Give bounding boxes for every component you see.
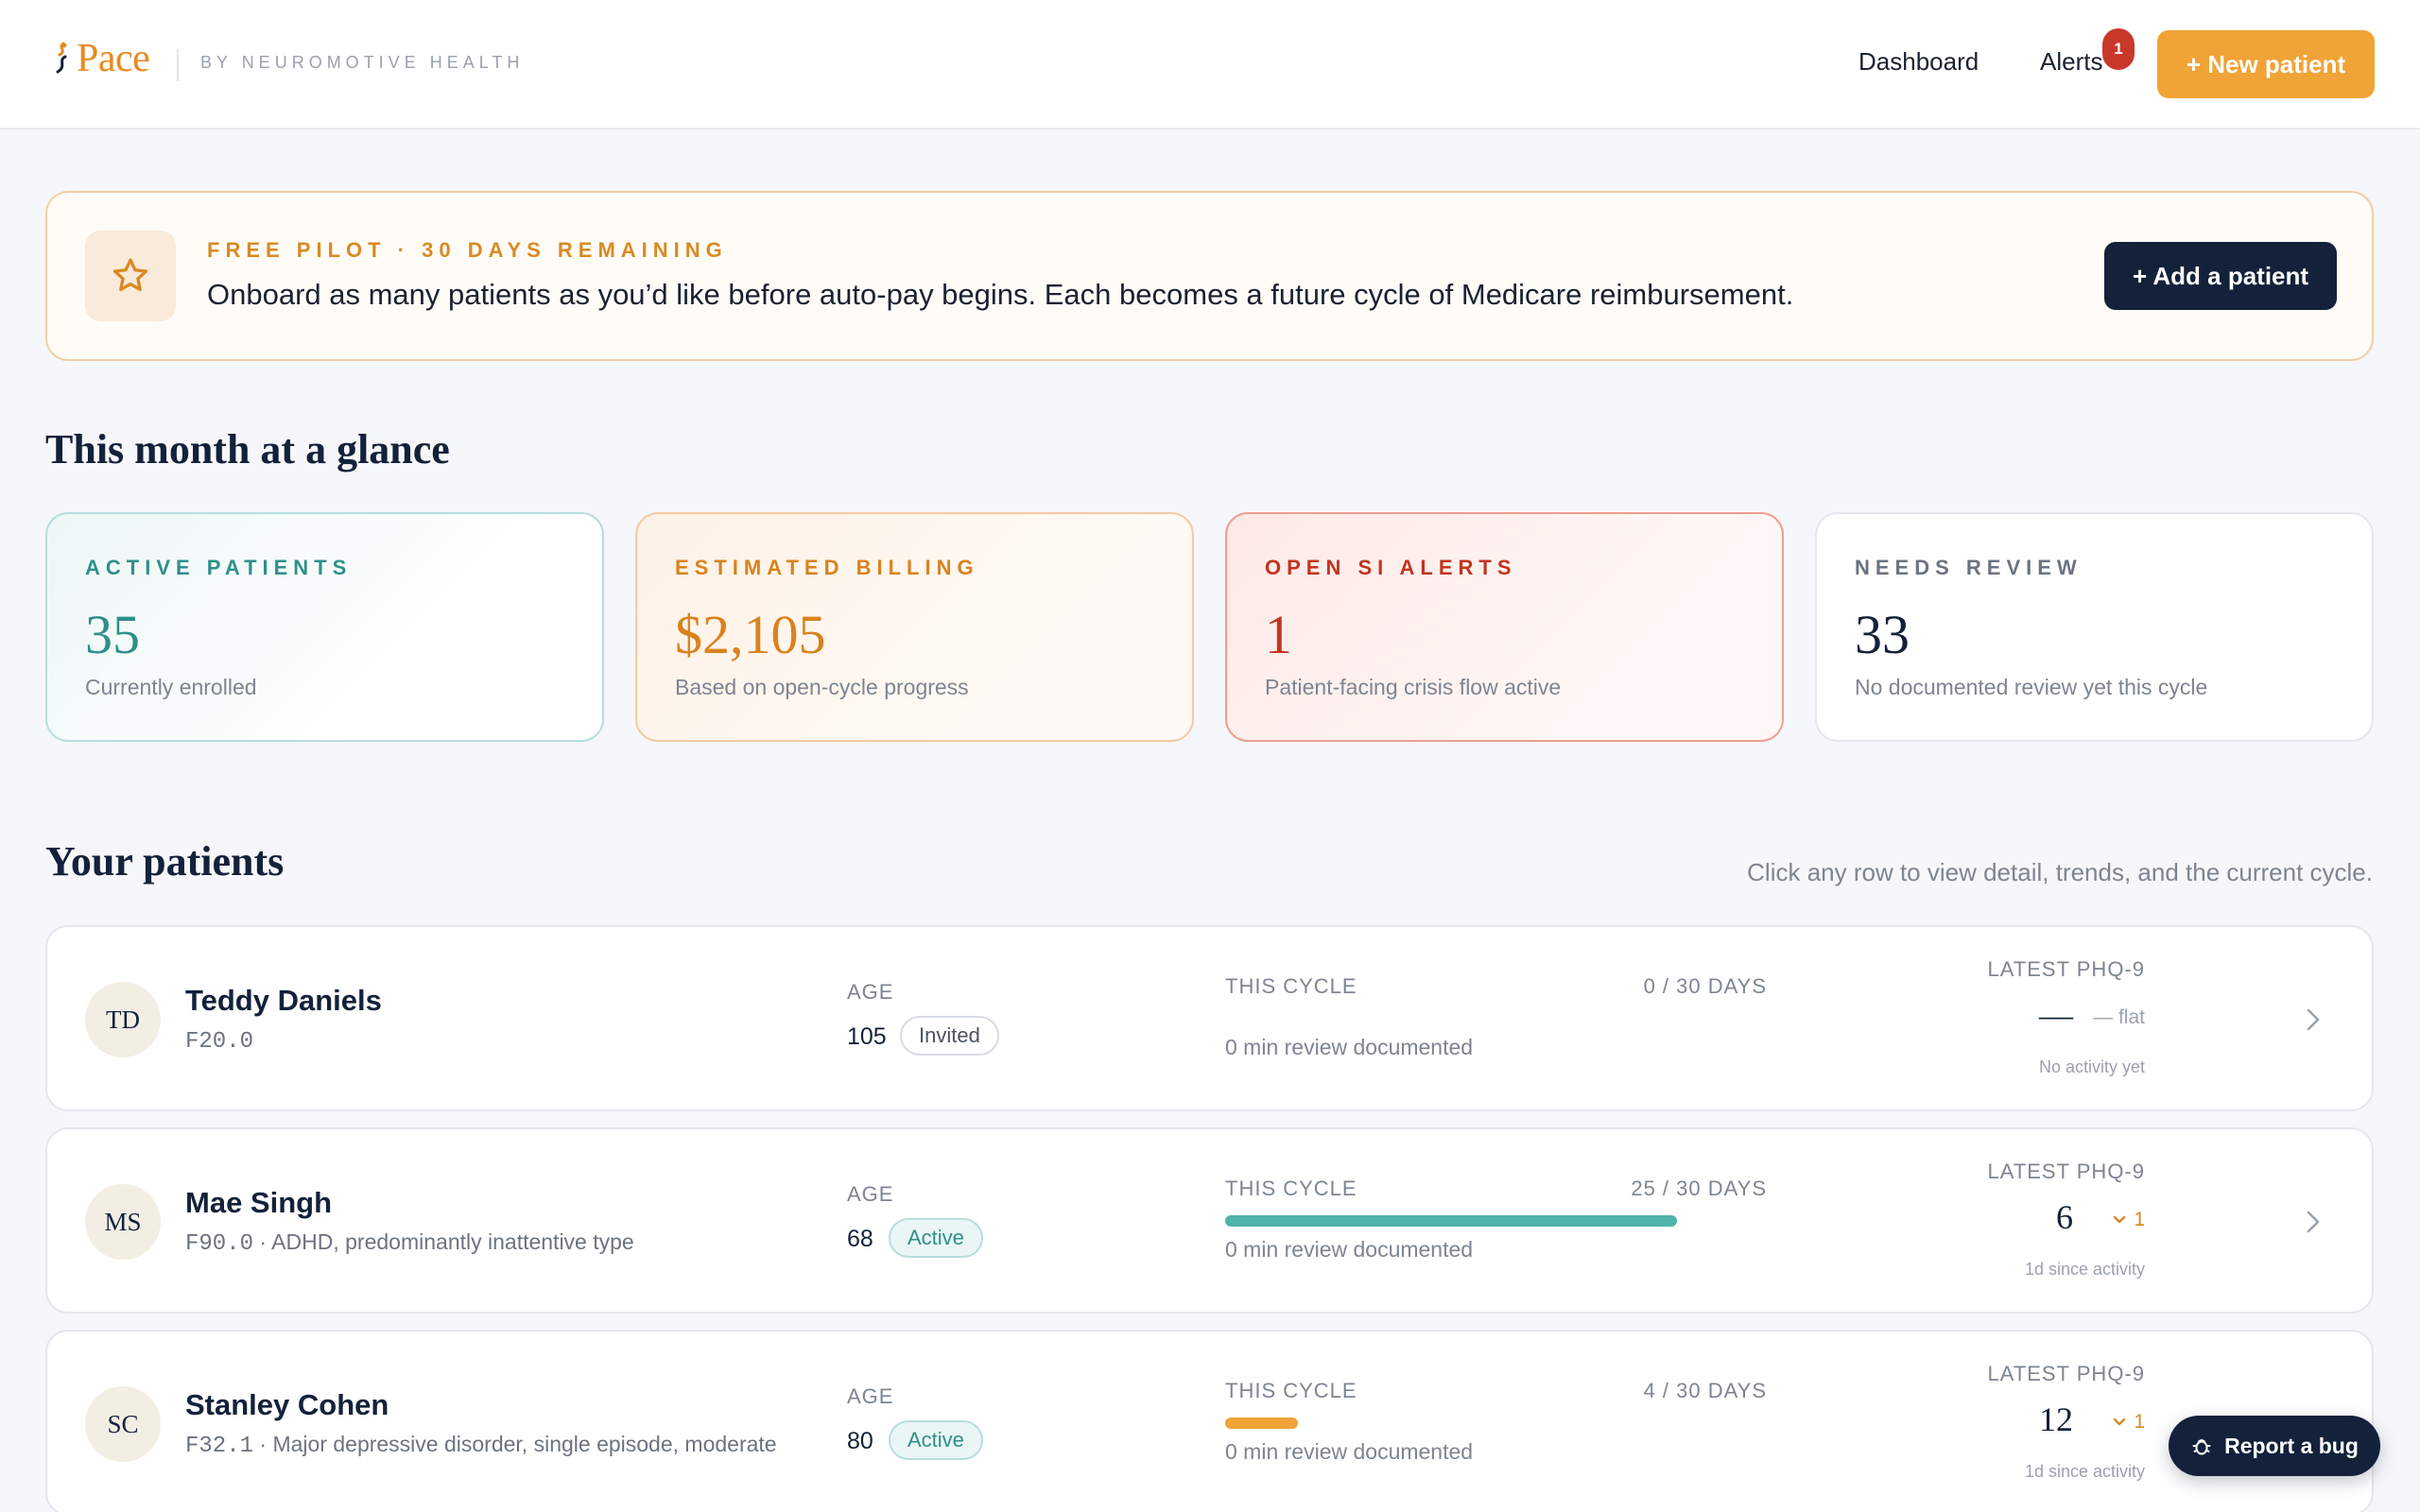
age-column-label: AGE <box>847 1182 894 1206</box>
phq-trend-text: 1 <box>2134 1411 2145 1433</box>
stat-label: ESTIMATED BILLING <box>675 556 979 579</box>
chevron-down-icon <box>2114 1418 2126 1426</box>
patient-diagnosis-line: F32.1 · Major depressive disorder, singl… <box>185 1432 777 1459</box>
stat-value: 35 <box>85 604 140 665</box>
patient-age: 80 <box>847 1428 873 1454</box>
phq-since: No activity yet <box>2038 1057 2145 1076</box>
phq-score: 12 <box>2039 1400 2073 1438</box>
stat-card-open-si-alerts[interactable]: OPEN SI ALERTS 1 Patient-facing crisis f… <box>1225 512 1784 742</box>
phq-trend: 1 <box>2111 1209 2145 1231</box>
stat-label: NEEDS REVIEW <box>1855 556 2083 579</box>
cycle-days: 25 / 30 DAYS <box>1631 1177 1767 1200</box>
glance-section-title: This month at a glance <box>45 426 450 472</box>
cycle-days: 4 / 30 DAYS <box>1643 1379 1767 1402</box>
stat-card-active-patients[interactable]: ACTIVE PATIENTS 35 Currently enrolled <box>45 512 604 742</box>
logo-text: Pace <box>77 37 150 80</box>
status-badge: Active <box>889 1218 983 1258</box>
cycle-column-label: THIS CYCLE <box>1225 974 1357 998</box>
patient-name: Mae Singh <box>185 1186 333 1219</box>
avatar: MS <box>85 1184 161 1260</box>
cycle-column-label: THIS CYCLE <box>1225 1379 1357 1402</box>
chevron-right-icon <box>2307 1008 2320 1031</box>
stat-subtext: Based on open-cycle progress <box>675 675 969 699</box>
star-icon <box>85 231 176 321</box>
stat-label: OPEN SI ALERTS <box>1265 556 1517 579</box>
review-documented: 0 min review documented <box>1225 1035 1474 1059</box>
avatar: SC <box>85 1386 161 1462</box>
phq-trend-text: — flat <box>2093 1006 2145 1028</box>
logo-divider <box>177 49 179 81</box>
top-navigation-bar: Pace BY NEUROMOTIVE HEALTH Dashboard Ale… <box>0 0 2420 129</box>
patients-section-title: Your patients <box>45 838 285 885</box>
add-patient-button[interactable]: + Add a patient <box>2104 242 2337 310</box>
icd-code: F20.0 <box>185 1029 254 1055</box>
phq-column-label: LATEST PHQ-9 <box>1987 1362 2145 1385</box>
alerts-count-badge: 1 <box>2102 28 2135 70</box>
cycle-column-label: THIS CYCLE <box>1225 1177 1357 1200</box>
age-column-label: AGE <box>847 980 894 1004</box>
diagnosis-text: · ADHD, predominantly inattentive type <box>253 1229 634 1254</box>
patient-diagnosis-line: F20.0 <box>185 1027 253 1055</box>
status-badge: Active <box>889 1420 983 1460</box>
pace-logo-icon <box>56 42 67 74</box>
new-patient-button[interactable]: + New patient <box>2157 30 2375 98</box>
chevron-down-icon <box>2114 1215 2126 1224</box>
phq-score: 6 <box>2056 1198 2073 1236</box>
icd-code: F32.1 <box>185 1434 254 1459</box>
stat-card-estimated-billing[interactable]: ESTIMATED BILLING $2,105 Based on open-c… <box>635 512 1194 742</box>
stat-card-needs-review[interactable]: NEEDS REVIEW 33 No documented review yet… <box>1815 512 2374 742</box>
diagnosis-text: · Major depressive disorder, single epis… <box>253 1432 777 1456</box>
patient-diagnosis-line: F90.0 · ADHD, predominantly inattentive … <box>185 1229 634 1257</box>
stat-value: 1 <box>1265 604 1292 665</box>
cycle-progress-bar <box>1225 1418 1768 1429</box>
banner-kicker: FREE PILOT · 30 DAYS REMAINING <box>207 238 728 262</box>
cycle-progress-bar <box>1225 1215 1768 1227</box>
cycle-progress-fill <box>1225 1418 1298 1429</box>
patient-row[interactable]: MS Mae Singh F90.0 · ADHD, predominantly… <box>45 1127 2374 1314</box>
stat-subtext: Patient-facing crisis flow active <box>1265 675 1562 699</box>
chevron-right-icon <box>2307 1211 2320 1233</box>
free-pilot-banner: FREE PILOT · 30 DAYS REMAINING Onboard a… <box>45 191 2374 361</box>
phq-trend: — flat <box>2093 1006 2145 1029</box>
patient-row[interactable]: TD Teddy Daniels F20.0 AGE 105 Invited T… <box>45 925 2374 1111</box>
age-column-label: AGE <box>847 1384 894 1408</box>
stat-value: $2,105 <box>675 604 826 665</box>
review-documented: 0 min review documented <box>1225 1237 1474 1262</box>
patient-row[interactable]: SC Stanley Cohen F32.1 · Major depressiv… <box>45 1330 2374 1512</box>
stat-label: ACTIVE PATIENTS <box>85 556 353 579</box>
cycle-progress-bar <box>1225 1013 1768 1024</box>
phq-column-label: LATEST PHQ-9 <box>1987 957 2145 981</box>
patient-name: Stanley Cohen <box>185 1388 389 1421</box>
stat-value: 33 <box>1855 604 1910 665</box>
status-badge: Invited <box>900 1016 999 1056</box>
phq-trend-text: 1 <box>2134 1209 2145 1230</box>
nav-dashboard-link[interactable]: Dashboard <box>1858 47 1979 76</box>
patient-age: 68 <box>847 1226 873 1252</box>
phq-trend: 1 <box>2111 1411 2145 1434</box>
nav-alerts-link[interactable]: Alerts <box>2040 47 2103 76</box>
report-bug-button[interactable]: Report a bug <box>2169 1416 2380 1476</box>
stat-subtext: Currently enrolled <box>85 675 257 699</box>
cycle-progress-fill <box>1225 1215 1678 1227</box>
company-byline: BY NEUROMOTIVE HEALTH <box>200 53 525 72</box>
patient-name: Teddy Daniels <box>185 984 382 1017</box>
cycle-days: 0 / 30 DAYS <box>1643 974 1767 998</box>
phq-since: 1d since activity <box>2024 1260 2145 1279</box>
banner-message: Onboard as many patients as you’d like b… <box>207 278 1794 311</box>
pace-logo[interactable]: Pace <box>52 36 150 81</box>
bug-icon <box>2192 1439 2211 1455</box>
stat-subtext: No documented review yet this cycle <box>1855 675 2208 699</box>
phq-score: — <box>2039 996 2073 1034</box>
avatar: TD <box>85 982 161 1057</box>
patients-hint: Click any row to view detail, trends, an… <box>1747 858 2373 886</box>
report-bug-label: Report a bug <box>2224 1433 2359 1458</box>
patient-age: 105 <box>847 1023 887 1050</box>
review-documented: 0 min review documented <box>1225 1439 1474 1464</box>
phq-column-label: LATEST PHQ-9 <box>1987 1160 2145 1183</box>
icd-code: F90.0 <box>185 1231 254 1257</box>
phq-since: 1d since activity <box>2024 1462 2145 1481</box>
